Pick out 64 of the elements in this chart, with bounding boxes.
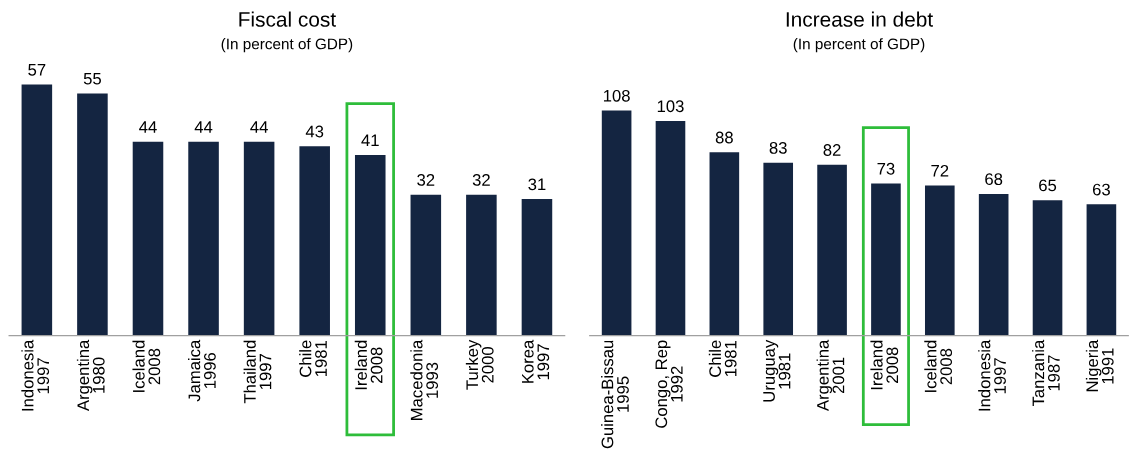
data-label: 44 [139, 121, 157, 133]
x-tick-label: Indonesia 1997 [21, 339, 50, 411]
bar [655, 120, 686, 336]
data-label: 108 [603, 89, 630, 102]
data-label: 44 [194, 121, 213, 133]
data-label: 55 [83, 72, 101, 85]
bar [188, 141, 219, 336]
bar [763, 162, 794, 336]
x-tick-label: Turkey 2000 [465, 339, 494, 390]
data-label: 103 [657, 100, 684, 113]
x-tick-label: Macedonia 1993 [410, 339, 439, 420]
data-label: 83 [769, 142, 787, 154]
bar [77, 93, 108, 336]
x-tick-label: Ireland 2008 [870, 340, 899, 390]
bar [299, 146, 330, 336]
x-tick-label: Argentina 2001 [816, 339, 845, 412]
bar [817, 164, 847, 336]
x-tick-label: Thailand 1997 [243, 340, 272, 404]
chart-subtitle: (In percent of GDP) [221, 38, 353, 53]
bar [1086, 204, 1117, 336]
chart-subtitle: (In percent of GDP) [793, 38, 925, 53]
data-label: 43 [305, 125, 324, 138]
data-label: 32 [417, 174, 435, 186]
x-tick-label: Uruguay 1981 [763, 339, 791, 402]
bar [410, 194, 442, 336]
data-label: 41 [361, 134, 379, 147]
x-tick-label: Iceland 2008 [132, 340, 161, 392]
bar [1032, 200, 1063, 336]
data-label: 65 [1039, 179, 1057, 192]
data-label: 44 [250, 121, 268, 133]
data-label: 72 [931, 164, 949, 177]
data-label: 73 [877, 162, 895, 175]
x-tick-label: Jamaica 1996 [188, 339, 216, 402]
bar [354, 155, 386, 336]
bar [132, 141, 164, 336]
bar [871, 183, 901, 336]
bar [978, 193, 1009, 336]
x-tick-label: Chile 1981 [299, 340, 327, 377]
data-label: 88 [715, 131, 733, 144]
x-tick-label: Iceland 2008 [924, 340, 953, 392]
data-label: 31 [528, 178, 546, 191]
chart-title: Increase in debt [786, 11, 933, 27]
data-label: 63 [1092, 183, 1110, 196]
x-tick-label: Guinea-Bissau 1995 [601, 340, 629, 449]
x-tick-label: Ireland 2008 [354, 340, 383, 390]
x-tick-label: Tanzania 1987 [1032, 339, 1060, 407]
data-label: 32 [472, 174, 490, 186]
bar [466, 194, 497, 336]
bar [709, 152, 740, 336]
x-tick-label: Congo, Rep 1992 [655, 340, 683, 428]
x-tick-label: Indonesia 1997 [978, 339, 1006, 411]
x-tick-label: Argentina 1980 [76, 339, 105, 412]
bar [521, 199, 553, 336]
bar [21, 84, 53, 336]
chart-title: Fiscal cost [239, 11, 336, 27]
data-label: 68 [985, 173, 1003, 186]
x-tick-label: Korea 1997 [522, 339, 550, 383]
x-tick-label: Chile 1981 [708, 340, 737, 377]
bar [601, 110, 632, 336]
x-tick-label: Nigeria 1991 [1085, 339, 1114, 392]
bar [924, 185, 955, 336]
data-label: 57 [28, 64, 46, 76]
data-label: 82 [823, 144, 841, 156]
bar [243, 141, 275, 336]
